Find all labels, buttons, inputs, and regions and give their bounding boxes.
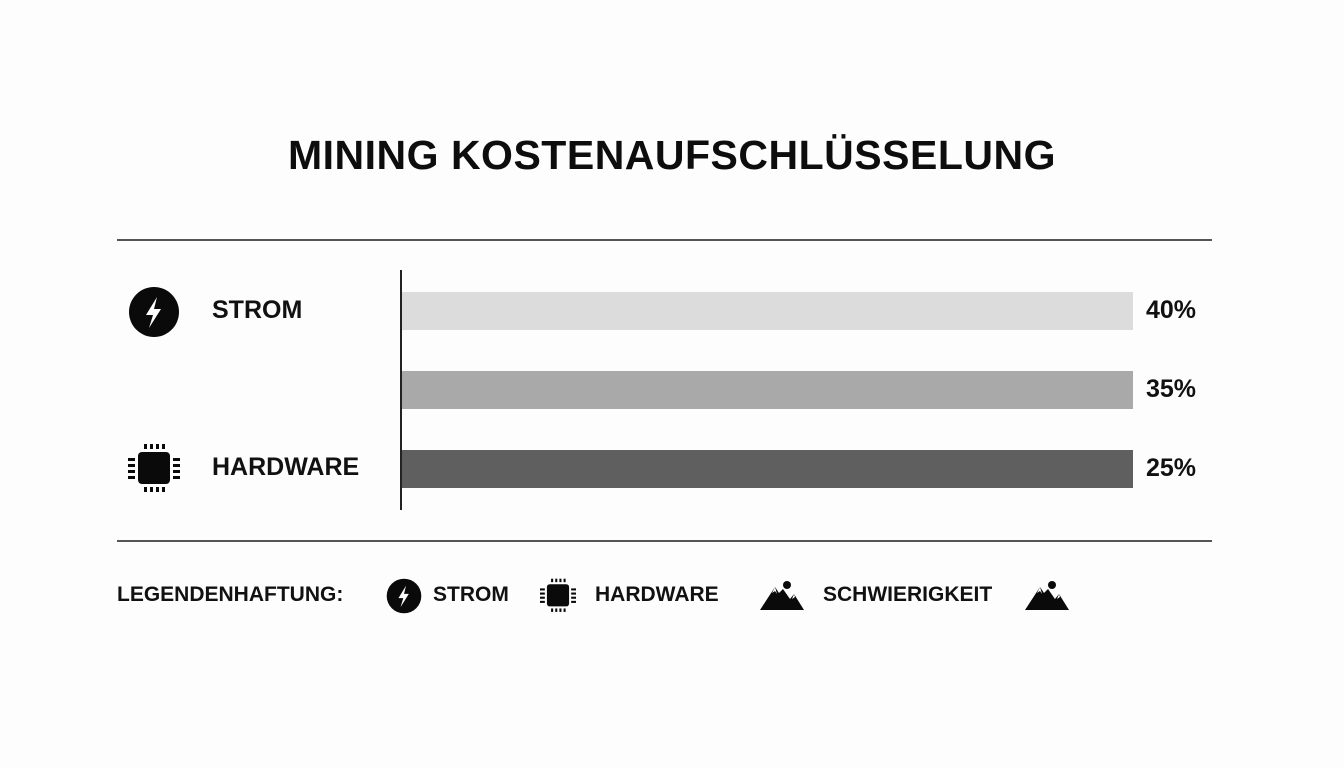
bar-hardware [402, 450, 1133, 488]
legend-item-hardware: HARDWARE [595, 583, 719, 606]
bottom-divider [117, 540, 1212, 542]
mountain-icon [1025, 579, 1069, 616]
lightning-circle-icon [128, 286, 180, 343]
chart-title: MINING KOSTENAUFSCHLÜSSELUNG [288, 132, 1056, 178]
value-label: 25% [1146, 454, 1197, 482]
bar-strom [402, 292, 1133, 330]
bar-unlabeled [402, 371, 1133, 409]
row-label-hardware: HARDWARE [212, 453, 360, 481]
top-divider [117, 239, 1212, 241]
chip-icon [539, 578, 577, 619]
value-label: 40% [1146, 296, 1197, 324]
legend-heading: LEGENDENHAFTUNG: [117, 583, 344, 606]
row-label-strom: STROM [212, 296, 303, 324]
lightning-circle-icon [386, 578, 422, 619]
chip-icon [127, 443, 181, 500]
mountain-icon [760, 579, 804, 616]
legend-item-strom: STROM [433, 583, 509, 606]
value-label: 35% [1146, 375, 1197, 403]
legend-item-schwierigkeit: SCHWIERIGKEIT [823, 583, 993, 606]
y-axis-line [400, 270, 402, 510]
